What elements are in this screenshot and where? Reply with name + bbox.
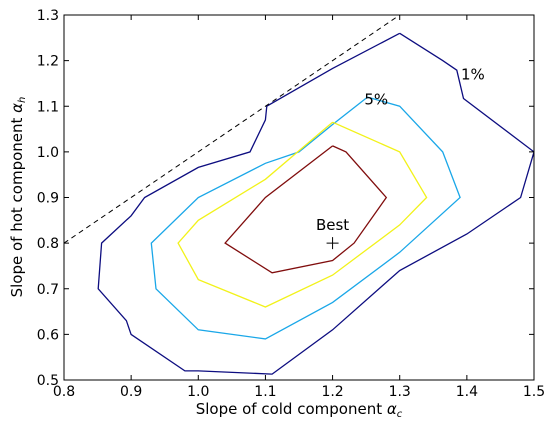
y-tick-label: 1.0 (37, 145, 59, 161)
contour-line-1 (97, 32, 534, 375)
x-tick-label: 1.0 (187, 384, 209, 400)
y-tick-label: 1.3 (37, 8, 59, 24)
x-axis-label: Slope of cold component αc (196, 400, 403, 420)
best-label: Best (316, 216, 349, 234)
plot-area (64, 15, 534, 380)
contour-line-3 (177, 121, 428, 308)
contour-level-label-2: 5% (364, 90, 388, 108)
x-tick-label: 0.9 (120, 384, 142, 400)
reference-dashed-line (64, 15, 400, 244)
y-tick-label: 0.6 (37, 327, 59, 343)
y-tick-label: 1.1 (37, 99, 59, 115)
y-tick-label: 0.7 (37, 282, 59, 298)
x-tick-label: 0.8 (53, 384, 75, 400)
contour-line-2 (150, 96, 461, 340)
y-axis-label: Slope of hot component αh (8, 97, 28, 298)
x-tick-label: 1.5 (523, 384, 545, 400)
x-tick-label: 1.1 (254, 384, 276, 400)
x-tick-label: 1.2 (321, 384, 343, 400)
y-tick-label: 1.2 (37, 54, 59, 70)
x-tick-label: 1.3 (389, 384, 411, 400)
x-tick-label: 1.4 (456, 384, 478, 400)
y-tick-label: 0.8 (37, 236, 59, 252)
contour-level-label-1: 1% (461, 65, 485, 83)
y-tick-label: 0.9 (37, 191, 59, 207)
contour-line-4 (224, 145, 388, 274)
y-tick-label: 0.5 (37, 373, 59, 389)
